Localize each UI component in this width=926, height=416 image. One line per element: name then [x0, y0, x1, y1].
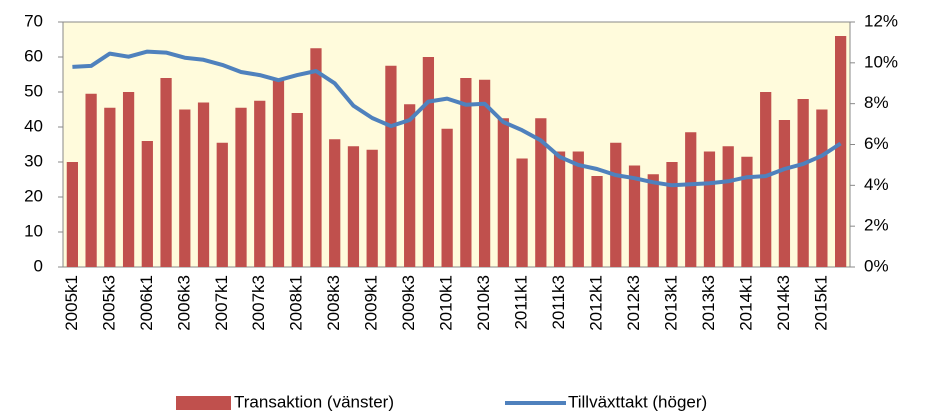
bar [404, 104, 416, 267]
bar [760, 92, 772, 267]
y2-tick-label: 4% [864, 175, 889, 194]
bar [610, 142, 622, 267]
y-tick-label: 20 [24, 186, 43, 205]
y-tick-label: 10 [24, 221, 43, 240]
x-tick-label: 2006k1 [137, 275, 156, 331]
x-tick-label: 2012k3 [624, 275, 643, 331]
y2-tick-label: 6% [864, 134, 889, 153]
x-tick-label: 2006k3 [174, 275, 193, 331]
bar [272, 79, 285, 267]
bar [666, 162, 678, 267]
bar [460, 78, 472, 267]
x-tick-label: 2013k3 [699, 275, 718, 331]
y-tick-label: 30 [24, 151, 43, 170]
bar [685, 132, 697, 267]
bar [66, 162, 78, 267]
bar [347, 146, 360, 267]
bar [628, 165, 641, 267]
x-tick-label: 2009k1 [362, 275, 381, 331]
bar [216, 142, 228, 267]
plot-area [62, 21, 851, 268]
bar [797, 99, 809, 267]
y2-tick-label: 0% [864, 256, 889, 275]
bar [516, 158, 528, 267]
bar [197, 102, 210, 267]
bar [366, 149, 378, 267]
bar [478, 79, 491, 267]
x-tick-label: 2014k3 [774, 275, 793, 331]
x-tick-label: 2013k1 [661, 275, 680, 331]
legend-swatch [176, 396, 231, 410]
y2-tick-label: 10% [864, 52, 898, 71]
x-tick-label: 2011k1 [512, 275, 531, 330]
x-tick-label: 2010k1 [437, 275, 456, 331]
y2-tick-label: 8% [864, 93, 889, 112]
x-tick-label: 2007k3 [249, 275, 268, 331]
bar [778, 120, 791, 267]
bar [291, 113, 303, 267]
legend-label: Transaktion (vänster) [234, 392, 394, 411]
bar [179, 109, 191, 267]
bar [122, 92, 135, 267]
bar [254, 100, 266, 267]
x-tick-label: 2009k3 [399, 275, 418, 331]
bar [741, 156, 753, 267]
x-tick-label: 2007k1 [212, 275, 231, 331]
x-tick-label: 2011k3 [549, 275, 568, 330]
y-tick-label: 0 [34, 256, 43, 275]
bar [722, 146, 734, 267]
bar [535, 118, 547, 267]
bar [816, 109, 828, 267]
y2-tick-label: 2% [864, 216, 889, 235]
bar [385, 65, 397, 267]
bar [647, 174, 659, 267]
y-tick-label: 50 [24, 81, 43, 100]
bar [572, 151, 584, 267]
bar [104, 107, 116, 267]
bar [835, 36, 847, 267]
line [72, 49, 842, 188]
bar [329, 139, 341, 267]
y-tick-label: 40 [24, 116, 43, 135]
bar [591, 176, 603, 267]
x-tick-label: 2015k1 [811, 275, 830, 331]
bar [85, 93, 97, 267]
bar [310, 48, 322, 267]
bar [441, 128, 453, 267]
x-tick-label: 2008k3 [324, 275, 343, 331]
x-tick-label: 2012k1 [587, 275, 606, 331]
x-tick-label: 2005k3 [99, 275, 118, 331]
bar [703, 151, 716, 267]
x-tick-label: 2008k1 [287, 275, 306, 331]
bar [141, 141, 153, 267]
bar [160, 78, 172, 267]
legend-label: Tillväxttakt (höger) [568, 392, 707, 411]
x-tick-label: 2005k1 [62, 275, 81, 331]
y-tick-label: 60 [24, 46, 43, 65]
bar [235, 107, 247, 267]
bar [497, 118, 509, 267]
bar [422, 57, 435, 267]
y2-tick-label: 12% [864, 11, 898, 30]
x-tick-label: 2014k1 [736, 275, 755, 331]
bar [553, 151, 566, 267]
y-tick-label: 70 [24, 11, 43, 30]
x-tick-label: 2010k3 [474, 275, 493, 331]
